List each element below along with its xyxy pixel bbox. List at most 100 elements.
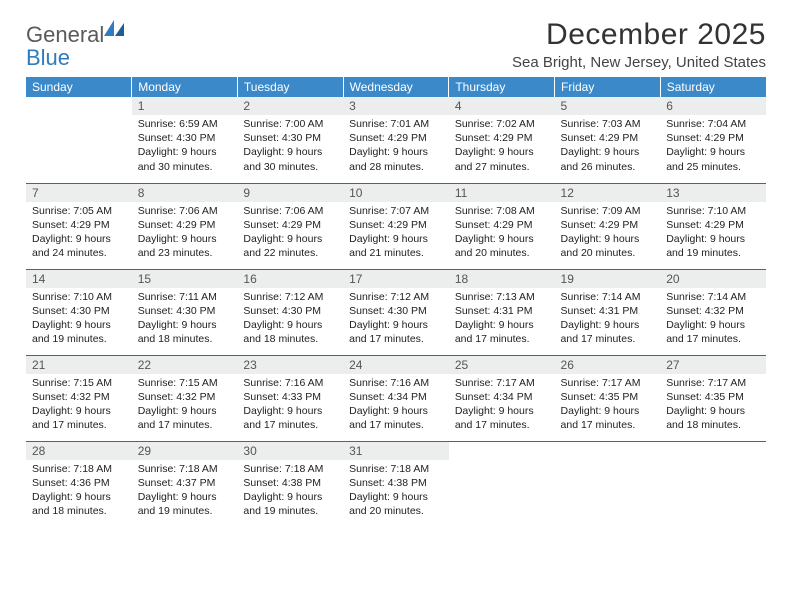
calendar-cell: 8Sunrise: 7:06 AMSunset: 4:29 PMDaylight…	[132, 183, 238, 269]
day-number: 29	[132, 442, 238, 460]
day-body: Sunrise: 7:11 AMSunset: 4:30 PMDaylight:…	[132, 288, 238, 351]
day-number: 25	[449, 356, 555, 374]
weekday-header: Monday	[132, 77, 238, 97]
calendar-cell: ..	[26, 97, 132, 183]
day-body: Sunrise: 7:05 AMSunset: 4:29 PMDaylight:…	[26, 202, 132, 265]
day-number: 16	[237, 270, 343, 288]
day-body: Sunrise: 7:13 AMSunset: 4:31 PMDaylight:…	[449, 288, 555, 351]
day-body: Sunrise: 7:10 AMSunset: 4:29 PMDaylight:…	[660, 202, 766, 265]
calendar-page: General Blue December 2025 Sea Bright, N…	[0, 0, 792, 527]
calendar-cell: 14Sunrise: 7:10 AMSunset: 4:30 PMDayligh…	[26, 269, 132, 355]
day-body: Sunrise: 7:17 AMSunset: 4:35 PMDaylight:…	[555, 374, 661, 437]
day-body: Sunrise: 7:18 AMSunset: 4:36 PMDaylight:…	[26, 460, 132, 523]
calendar-cell: 9Sunrise: 7:06 AMSunset: 4:29 PMDaylight…	[237, 183, 343, 269]
calendar-cell: 22Sunrise: 7:15 AMSunset: 4:32 PMDayligh…	[132, 355, 238, 441]
logo-word2: Blue	[26, 45, 70, 70]
day-number: 23	[237, 356, 343, 374]
calendar-cell: 2Sunrise: 7:00 AMSunset: 4:30 PMDaylight…	[237, 97, 343, 183]
calendar-week-row: 7Sunrise: 7:05 AMSunset: 4:29 PMDaylight…	[26, 183, 766, 269]
day-number: 24	[343, 356, 449, 374]
day-number: 19	[555, 270, 661, 288]
day-body: Sunrise: 7:16 AMSunset: 4:33 PMDaylight:…	[237, 374, 343, 437]
title-block: December 2025 Sea Bright, New Jersey, Un…	[512, 18, 766, 71]
calendar-week-row: 14Sunrise: 7:10 AMSunset: 4:30 PMDayligh…	[26, 269, 766, 355]
calendar-cell: 16Sunrise: 7:12 AMSunset: 4:30 PMDayligh…	[237, 269, 343, 355]
calendar-grid: SundayMondayTuesdayWednesdayThursdayFrid…	[26, 77, 766, 527]
calendar-cell: 15Sunrise: 7:11 AMSunset: 4:30 PMDayligh…	[132, 269, 238, 355]
calendar-cell: 13Sunrise: 7:10 AMSunset: 4:29 PMDayligh…	[660, 183, 766, 269]
day-body: Sunrise: 7:03 AMSunset: 4:29 PMDaylight:…	[555, 115, 661, 178]
weekday-header: Thursday	[449, 77, 555, 97]
day-body: Sunrise: 7:07 AMSunset: 4:29 PMDaylight:…	[343, 202, 449, 265]
calendar-cell: 1Sunrise: 6:59 AMSunset: 4:30 PMDaylight…	[132, 97, 238, 183]
day-number: 31	[343, 442, 449, 460]
day-body: Sunrise: 7:02 AMSunset: 4:29 PMDaylight:…	[449, 115, 555, 178]
day-number: 10	[343, 184, 449, 202]
logo-sail-icon	[104, 20, 124, 36]
day-number: 7	[26, 184, 132, 202]
calendar-cell: 5Sunrise: 7:03 AMSunset: 4:29 PMDaylight…	[555, 97, 661, 183]
day-number: 4	[449, 97, 555, 115]
day-number: 14	[26, 270, 132, 288]
calendar-cell: 26Sunrise: 7:17 AMSunset: 4:35 PMDayligh…	[555, 355, 661, 441]
calendar-cell: 28Sunrise: 7:18 AMSunset: 4:36 PMDayligh…	[26, 441, 132, 527]
day-number: 17	[343, 270, 449, 288]
day-body: Sunrise: 7:09 AMSunset: 4:29 PMDaylight:…	[555, 202, 661, 265]
day-body: Sunrise: 7:14 AMSunset: 4:31 PMDaylight:…	[555, 288, 661, 351]
weekday-header: Tuesday	[237, 77, 343, 97]
day-body: Sunrise: 7:06 AMSunset: 4:29 PMDaylight:…	[132, 202, 238, 265]
calendar-cell: 10Sunrise: 7:07 AMSunset: 4:29 PMDayligh…	[343, 183, 449, 269]
day-body: Sunrise: 7:17 AMSunset: 4:34 PMDaylight:…	[449, 374, 555, 437]
day-number: 30	[237, 442, 343, 460]
day-number: 18	[449, 270, 555, 288]
day-number: 22	[132, 356, 238, 374]
calendar-cell: 29Sunrise: 7:18 AMSunset: 4:37 PMDayligh…	[132, 441, 238, 527]
day-body: Sunrise: 7:08 AMSunset: 4:29 PMDaylight:…	[449, 202, 555, 265]
calendar-cell: 27Sunrise: 7:17 AMSunset: 4:35 PMDayligh…	[660, 355, 766, 441]
day-body: Sunrise: 7:16 AMSunset: 4:34 PMDaylight:…	[343, 374, 449, 437]
day-number: 11	[449, 184, 555, 202]
day-body: Sunrise: 6:59 AMSunset: 4:30 PMDaylight:…	[132, 115, 238, 178]
day-body: Sunrise: 7:10 AMSunset: 4:30 PMDaylight:…	[26, 288, 132, 351]
day-number: 13	[660, 184, 766, 202]
day-body: Sunrise: 7:15 AMSunset: 4:32 PMDaylight:…	[132, 374, 238, 437]
weekday-header-row: SundayMondayTuesdayWednesdayThursdayFrid…	[26, 77, 766, 97]
location: Sea Bright, New Jersey, United States	[512, 54, 766, 71]
day-number: 28	[26, 442, 132, 460]
calendar-cell: 12Sunrise: 7:09 AMSunset: 4:29 PMDayligh…	[555, 183, 661, 269]
day-body: Sunrise: 7:06 AMSunset: 4:29 PMDaylight:…	[237, 202, 343, 265]
calendar-week-row: 21Sunrise: 7:15 AMSunset: 4:32 PMDayligh…	[26, 355, 766, 441]
header: General Blue December 2025 Sea Bright, N…	[26, 18, 766, 71]
calendar-week-row: 28Sunrise: 7:18 AMSunset: 4:36 PMDayligh…	[26, 441, 766, 527]
calendar-cell: 19Sunrise: 7:14 AMSunset: 4:31 PMDayligh…	[555, 269, 661, 355]
day-body: Sunrise: 7:17 AMSunset: 4:35 PMDaylight:…	[660, 374, 766, 437]
day-number: 26	[555, 356, 661, 374]
day-number: 2	[237, 97, 343, 115]
weekday-header: Friday	[555, 77, 661, 97]
day-body: Sunrise: 7:12 AMSunset: 4:30 PMDaylight:…	[343, 288, 449, 351]
calendar-cell: 6Sunrise: 7:04 AMSunset: 4:29 PMDaylight…	[660, 97, 766, 183]
calendar-cell: ..	[449, 441, 555, 527]
day-body: Sunrise: 7:01 AMSunset: 4:29 PMDaylight:…	[343, 115, 449, 178]
calendar-cell: 7Sunrise: 7:05 AMSunset: 4:29 PMDaylight…	[26, 183, 132, 269]
day-body: Sunrise: 7:12 AMSunset: 4:30 PMDaylight:…	[237, 288, 343, 351]
calendar-cell: 20Sunrise: 7:14 AMSunset: 4:32 PMDayligh…	[660, 269, 766, 355]
day-body: Sunrise: 7:04 AMSunset: 4:29 PMDaylight:…	[660, 115, 766, 178]
calendar-cell: 25Sunrise: 7:17 AMSunset: 4:34 PMDayligh…	[449, 355, 555, 441]
day-number: 6	[660, 97, 766, 115]
day-body: Sunrise: 7:15 AMSunset: 4:32 PMDaylight:…	[26, 374, 132, 437]
calendar-cell: ..	[555, 441, 661, 527]
logo-word1: General	[26, 22, 104, 47]
weekday-header: Wednesday	[343, 77, 449, 97]
day-body: Sunrise: 7:00 AMSunset: 4:30 PMDaylight:…	[237, 115, 343, 178]
day-body: Sunrise: 7:18 AMSunset: 4:37 PMDaylight:…	[132, 460, 238, 523]
day-body: Sunrise: 7:14 AMSunset: 4:32 PMDaylight:…	[660, 288, 766, 351]
day-number: 20	[660, 270, 766, 288]
calendar-week-row: ..1Sunrise: 6:59 AMSunset: 4:30 PMDaylig…	[26, 97, 766, 183]
day-number: 12	[555, 184, 661, 202]
weekday-header: Sunday	[26, 77, 132, 97]
weekday-header: Saturday	[660, 77, 766, 97]
calendar-cell: 4Sunrise: 7:02 AMSunset: 4:29 PMDaylight…	[449, 97, 555, 183]
day-number: 9	[237, 184, 343, 202]
day-number: 21	[26, 356, 132, 374]
